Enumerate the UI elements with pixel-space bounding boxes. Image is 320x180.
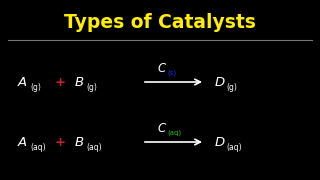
Text: (g): (g) xyxy=(86,84,97,93)
Text: (aq): (aq) xyxy=(167,130,181,136)
Text: B: B xyxy=(75,75,84,89)
Text: (s): (s) xyxy=(167,70,176,76)
Text: D: D xyxy=(215,136,225,148)
Text: Types of Catalysts: Types of Catalysts xyxy=(64,12,256,32)
Text: C: C xyxy=(158,62,166,75)
Text: D: D xyxy=(215,75,225,89)
Text: +: + xyxy=(54,75,66,89)
Text: (g): (g) xyxy=(30,84,41,93)
Text: (aq): (aq) xyxy=(226,143,242,152)
Text: C: C xyxy=(158,123,166,136)
Text: (g): (g) xyxy=(226,84,237,93)
Text: (aq): (aq) xyxy=(86,143,102,152)
Text: A: A xyxy=(18,136,27,148)
Text: (aq): (aq) xyxy=(30,143,46,152)
Text: A: A xyxy=(18,75,27,89)
Text: B: B xyxy=(75,136,84,148)
Text: +: + xyxy=(54,136,66,148)
